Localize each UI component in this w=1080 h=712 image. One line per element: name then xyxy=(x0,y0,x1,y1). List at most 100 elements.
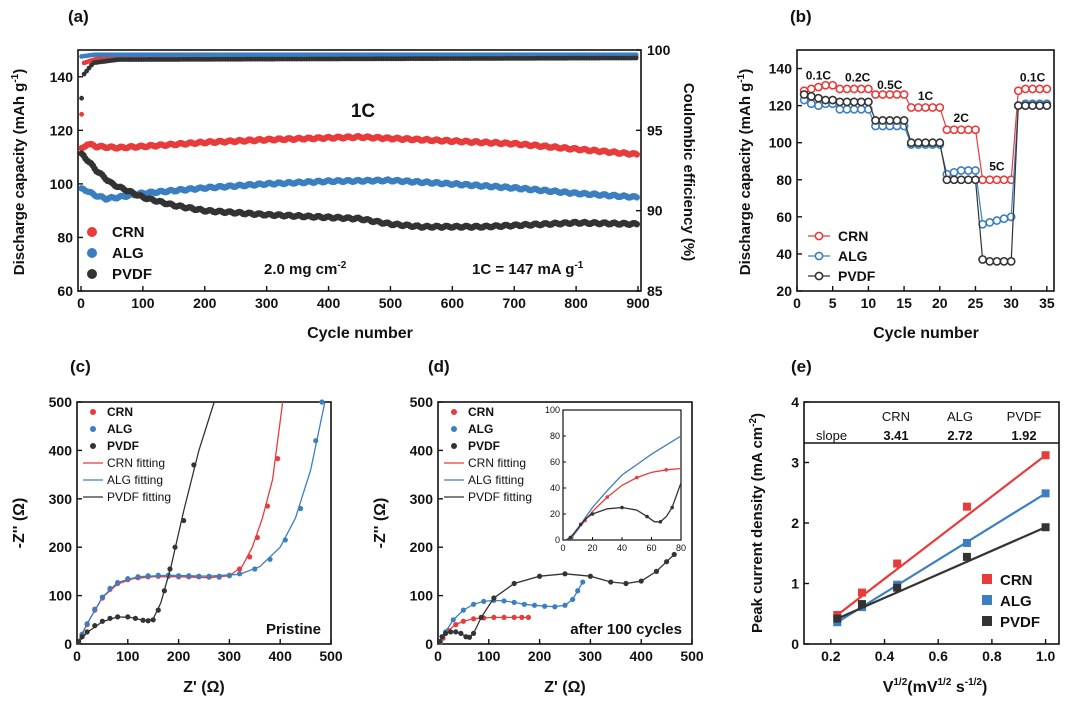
data-point xyxy=(899,90,909,99)
panel-b-ylabel-unit: (mAh g xyxy=(737,83,754,135)
data-point xyxy=(892,116,902,125)
data-point xyxy=(135,574,141,580)
data-point xyxy=(92,606,98,612)
y-tick-label: 500 xyxy=(410,394,434,410)
inset-x-tick-label: 60 xyxy=(646,543,656,553)
rate-label: 2C xyxy=(954,111,970,125)
panel-e-ylabel: Peak current density (mA cm-2) xyxy=(748,413,766,633)
data-point xyxy=(1021,84,1030,94)
data-point xyxy=(949,175,959,185)
legend-label: CRN xyxy=(107,405,133,419)
legend-marker xyxy=(814,271,824,281)
data-point xyxy=(313,438,319,444)
data-point xyxy=(835,104,845,114)
panel-c-axes: 0 100 200 300 400 500 0 100 200 300 400 500 xyxy=(49,394,343,664)
data-point xyxy=(935,138,945,148)
data-point xyxy=(893,583,902,592)
x-tick-label: 500 xyxy=(379,295,403,311)
x-tick-label: 0 xyxy=(73,648,81,664)
legend-label: CRN xyxy=(112,224,145,241)
data-point xyxy=(935,103,945,112)
legend-marker xyxy=(451,443,457,449)
y-tick-label: 60 xyxy=(57,283,73,299)
ce-point xyxy=(79,111,84,117)
svg-text:Peak current density (mA cm-2): Peak current density (mA cm-2) xyxy=(748,413,766,633)
x-tick-label: 0 xyxy=(793,295,801,311)
data-point xyxy=(297,505,304,512)
legend-label: CRN fitting xyxy=(107,456,165,470)
data-point xyxy=(978,175,988,185)
data-point xyxy=(247,554,253,560)
data-point xyxy=(962,552,971,561)
rate-label: 0.2C xyxy=(845,70,871,84)
data-point xyxy=(196,573,202,579)
data-point xyxy=(155,572,161,578)
panel-b-label: (b) xyxy=(790,7,812,26)
y-tick-label: 4 xyxy=(791,394,799,410)
data-point xyxy=(264,503,271,509)
x-tick-label: 1.0 xyxy=(1036,648,1056,664)
data-point xyxy=(115,614,121,620)
data-point xyxy=(181,517,187,524)
y-tick-label: 2 xyxy=(791,515,799,531)
data-point xyxy=(562,571,568,577)
data-point xyxy=(79,634,85,640)
inset-point xyxy=(658,520,663,524)
panel-b-legend: CRN ALG PVDF xyxy=(808,228,876,284)
svg-text:Discharge capacity (mAh g-1): Discharge capacity (mAh g-1) xyxy=(10,69,28,276)
data-point xyxy=(806,91,816,101)
slope-value: 2.72 xyxy=(947,428,972,443)
series-pvdf xyxy=(75,401,215,645)
data-point xyxy=(856,84,866,94)
data-point xyxy=(254,534,260,541)
inset-y-tick-label: 20 xyxy=(550,509,560,519)
x-tick-label: 25 xyxy=(968,295,984,311)
legend-marker xyxy=(982,595,992,605)
ce-point xyxy=(633,55,639,61)
data-point xyxy=(460,618,466,624)
inset-y-tick-label: 80 xyxy=(550,431,560,441)
data-point xyxy=(1013,101,1023,111)
panel-a-xlabel: Cycle number xyxy=(307,325,413,342)
data-point xyxy=(537,573,543,579)
data-point xyxy=(460,607,466,613)
y-tick-label: 200 xyxy=(49,539,73,555)
data-point xyxy=(999,175,1009,185)
data-point xyxy=(871,90,880,99)
data-point xyxy=(216,573,222,579)
legend-marker xyxy=(982,574,992,584)
ce-point xyxy=(79,95,84,101)
data-point xyxy=(587,573,594,579)
inset-point xyxy=(578,522,583,527)
data-point xyxy=(580,579,586,585)
slope-header: CRN xyxy=(882,409,910,424)
panel-c-ylabel: -Z'' (Ω) xyxy=(11,498,28,549)
data-point xyxy=(236,566,243,572)
data-point xyxy=(857,588,866,597)
data-point xyxy=(511,614,517,620)
y-tick-label: 60 xyxy=(776,209,792,225)
data-point xyxy=(575,588,581,594)
data-point xyxy=(1042,101,1052,111)
legend-label: ALG xyxy=(107,422,132,436)
panel-b-data xyxy=(799,80,1052,266)
legend-label: PVDF xyxy=(112,266,152,283)
x-tick-label: 800 xyxy=(564,295,588,311)
rate-label: 0.1C xyxy=(806,69,832,83)
data-point xyxy=(913,103,923,112)
data-point xyxy=(501,598,507,604)
rate-label: 1C xyxy=(918,89,934,103)
data-point xyxy=(84,621,90,627)
series-crn xyxy=(78,54,640,158)
x-tick-label: 0.2 xyxy=(821,648,841,664)
data-point xyxy=(962,538,971,547)
data-point xyxy=(470,601,477,607)
data-point xyxy=(236,571,243,577)
x-tick-label: 700 xyxy=(503,295,527,311)
data-point xyxy=(125,576,131,582)
data-point xyxy=(436,638,443,645)
y-tick-label: 120 xyxy=(769,98,793,114)
data-point xyxy=(963,175,973,185)
capacity-point xyxy=(633,221,640,228)
